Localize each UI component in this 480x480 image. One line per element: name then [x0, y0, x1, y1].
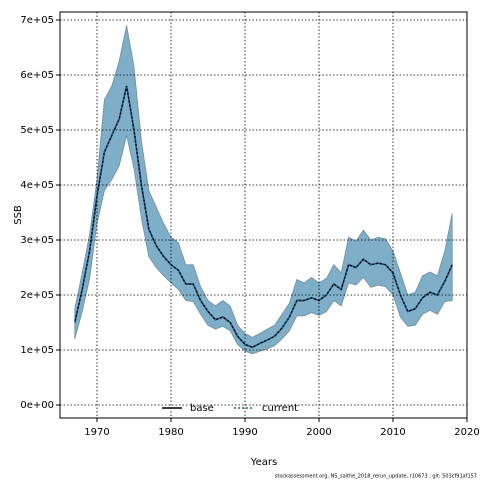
series-line [74, 85, 453, 349]
plot-frame [59, 11, 468, 419]
x-tick-label: 2000 [306, 427, 331, 438]
y-tick-label: 4e+05 [20, 180, 54, 191]
x-axis-label: Years [250, 457, 277, 468]
y-axis-label: SSB [13, 205, 24, 225]
x-tick-label: 1970 [84, 427, 109, 438]
y-tick-label: 7e+05 [20, 15, 54, 26]
confidence-band [74, 25, 453, 355]
x-tick-label: 2010 [380, 427, 405, 438]
x-tick-label: 1990 [232, 427, 257, 438]
y-tick-label: 3e+05 [20, 235, 54, 246]
y-tick-label: 6e+05 [20, 70, 54, 81]
x-tick-label: 1980 [158, 427, 183, 438]
y-tick-label: 0e+00 [20, 400, 54, 411]
legend-label: base [190, 403, 214, 414]
y-tick-label: 2e+05 [20, 290, 54, 301]
footnote: stockassessment.org, NS_saithe_2018_reru… [275, 474, 477, 480]
legend-label: current [262, 403, 298, 414]
x-tick-label: 2020 [454, 427, 479, 438]
y-tick-label: 1e+05 [20, 345, 54, 356]
y-tick-label: 5e+05 [20, 125, 54, 136]
